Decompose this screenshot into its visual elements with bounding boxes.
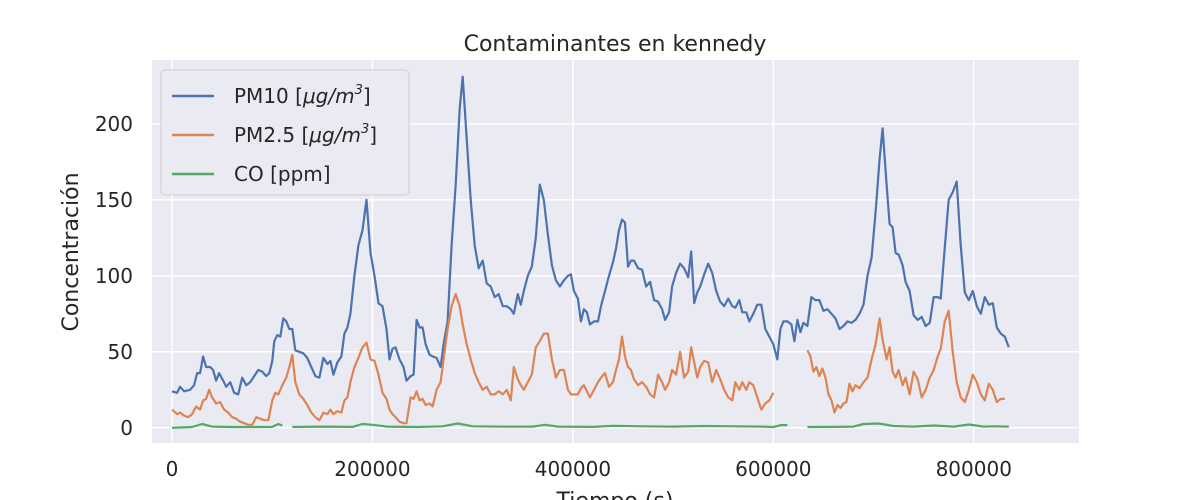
legend-label-pm10: PM10 [μg/m3]	[234, 83, 371, 108]
series-line-co	[171, 422, 283, 429]
chart-title: Contaminantes en kennedy	[464, 32, 767, 57]
series-line-co	[292, 422, 788, 429]
y-tick-label: 200	[95, 112, 133, 136]
x-tick-label: 800000	[936, 457, 1012, 481]
y-tick-label: 150	[95, 188, 133, 212]
x-axis-label: Tiempo (s)	[556, 489, 674, 500]
legend-label-co: CO [ppm]	[234, 162, 331, 186]
grid-layer	[152, 60, 1079, 443]
x-tick-label: 600000	[735, 457, 811, 481]
y-tick-label: 0	[120, 416, 133, 440]
x-tick-label: 200000	[334, 457, 410, 481]
x-tick-label: 400000	[535, 457, 611, 481]
legend-box	[160, 69, 410, 196]
series-line-pm10	[171, 75, 1010, 396]
series-line-pm25	[171, 293, 775, 426]
legend: PM10 [μg/m3] PM2.5 [μg/m3] CO [ppm]	[160, 69, 410, 196]
x-tick-label: 0	[166, 457, 179, 481]
y-axis-label: Concentración	[59, 172, 84, 331]
y-tick-label: 100	[95, 264, 133, 288]
series-line-pm25	[806, 309, 1005, 414]
legend-label-pm25: PM2.5 [μg/m3]	[234, 122, 377, 147]
series-layer	[171, 75, 1010, 429]
y-tick-label: 50	[108, 340, 133, 364]
series-line-co	[807, 422, 1009, 429]
ticks-layer: 0 200000 400000 600000 800000 0 50 100 150 200	[95, 112, 1012, 481]
